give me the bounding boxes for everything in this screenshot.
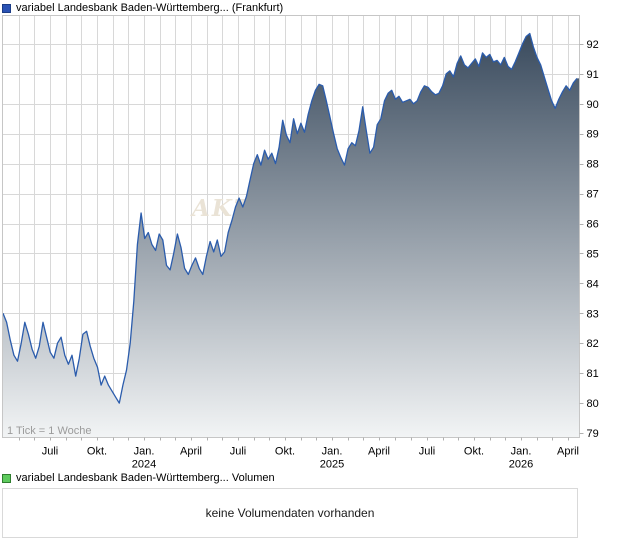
svg-text:87: 87 [587, 189, 599, 201]
svg-text:Okt.: Okt. [464, 446, 484, 458]
svg-text:85: 85 [587, 248, 599, 260]
svg-text:86: 86 [587, 219, 599, 231]
svg-text:90: 90 [587, 99, 599, 111]
svg-text:Juli: Juli [419, 446, 436, 458]
price-chart-svg: AKT9291908988878685848382818079JuliOkt.J… [2, 15, 599, 471]
svg-text:88: 88 [587, 159, 599, 171]
price-series-label: variabel Landesbank Baden-Württemberg...… [16, 2, 284, 14]
svg-text:Jan.: Jan. [511, 446, 532, 458]
svg-text:89: 89 [587, 129, 599, 141]
svg-text:92: 92 [587, 39, 599, 51]
price-series-legend: variabel Landesbank Baden-Württemberg...… [2, 2, 283, 15]
svg-text:Jan.: Jan. [134, 446, 155, 458]
svg-text:Juli: Juli [42, 446, 59, 458]
volume-series-label: variabel Landesbank Baden-Württemberg...… [16, 472, 275, 484]
svg-text:81: 81 [587, 368, 599, 380]
svg-text:79: 79 [587, 428, 599, 440]
svg-text:Jan.: Jan. [322, 446, 343, 458]
svg-text:April: April [180, 446, 202, 458]
price-line [2, 32, 578, 404]
svg-text:Juli: Juli [230, 446, 247, 458]
svg-text:April: April [557, 446, 579, 458]
volume-empty-message: keine Volumendaten vorhanden [205, 506, 375, 520]
svg-text:82: 82 [587, 338, 599, 350]
svg-text:Okt.: Okt. [87, 446, 107, 458]
svg-text:91: 91 [587, 69, 599, 81]
svg-text:2026: 2026 [509, 459, 533, 471]
svg-text:84: 84 [587, 278, 599, 290]
svg-text:April: April [368, 446, 390, 458]
svg-text:2025: 2025 [320, 459, 344, 471]
price-series-color-swatch-icon [2, 4, 11, 13]
volume-series-color-swatch-icon [2, 474, 11, 483]
tick-resolution-note: 1 Tick = 1 Woche [7, 425, 92, 437]
axis-ticks [19, 44, 584, 441]
svg-text:83: 83 [587, 308, 599, 320]
price-area-fill [3, 33, 580, 438]
svg-text:2024: 2024 [132, 459, 156, 471]
y-axis-labels: 92 91 90 89 88 87 86 85 84 83 82 81 80 79 [587, 39, 599, 440]
plot-frame [2, 15, 580, 438]
chart-plot-area[interactable] [3, 16, 580, 438]
svg-text:80: 80 [587, 398, 599, 410]
volume-empty-box: keine Volumendaten vorhanden [2, 488, 578, 538]
svg-text:Okt.: Okt. [275, 446, 295, 458]
volume-series-legend: variabel Landesbank Baden-Württemberg...… [2, 472, 275, 485]
